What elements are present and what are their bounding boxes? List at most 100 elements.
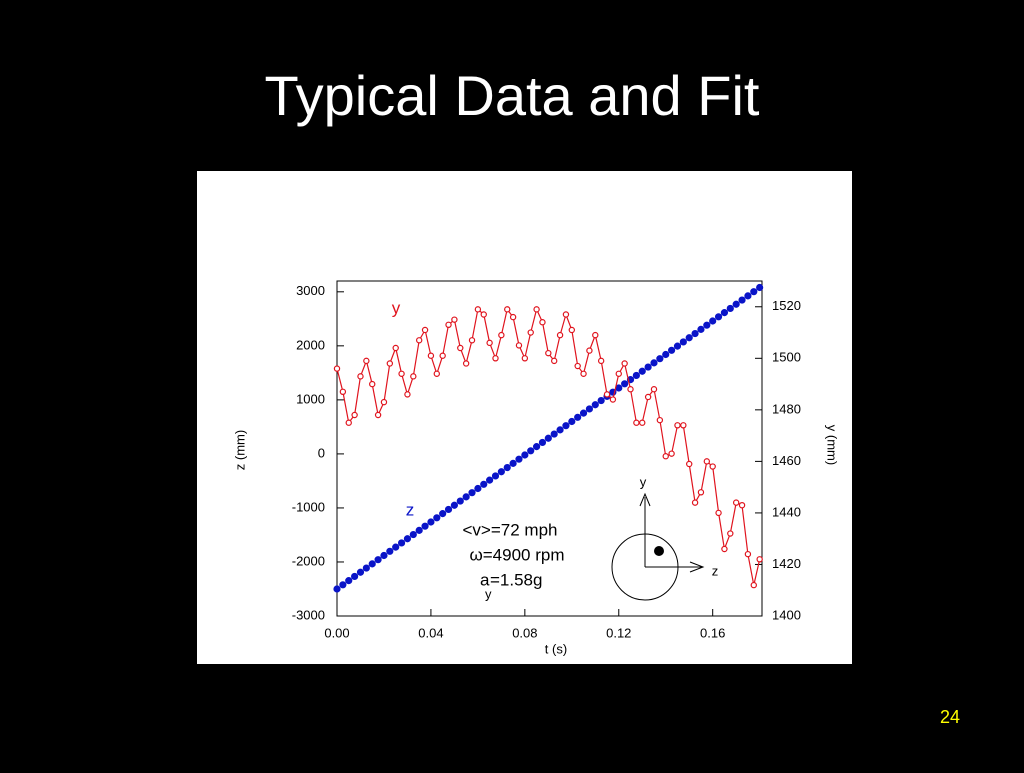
data-point <box>703 321 711 329</box>
data-point <box>480 480 488 488</box>
data-point <box>621 380 629 388</box>
data-point <box>527 447 535 455</box>
data-point <box>539 319 546 326</box>
data-point <box>738 296 746 304</box>
data-point <box>404 391 411 398</box>
data-point <box>574 362 581 370</box>
data-point <box>732 499 740 506</box>
data-point <box>750 288 758 296</box>
data-point <box>433 514 441 522</box>
annotation: =1.58g <box>490 570 542 589</box>
y2-tick-label: 1480 <box>772 401 801 416</box>
x-tick-label: 0.16 <box>700 625 725 640</box>
data-point <box>462 360 470 367</box>
series-label: y <box>392 298 401 317</box>
data-point <box>750 581 757 589</box>
y-tick-label: -2000 <box>292 553 325 568</box>
data-point <box>738 501 746 509</box>
data-point <box>568 326 576 334</box>
y2-tick-label: 1420 <box>772 556 801 571</box>
data-point <box>533 306 540 313</box>
data-point <box>685 334 693 342</box>
data-point <box>674 422 681 429</box>
data-point <box>556 426 564 434</box>
data-point <box>691 499 699 506</box>
data-point <box>515 455 523 463</box>
data-point <box>339 581 347 589</box>
y2-axis-label: y (mm) <box>825 425 840 465</box>
data-point <box>451 316 458 323</box>
data-point <box>392 543 400 551</box>
data-point <box>644 363 652 371</box>
data-point <box>445 321 452 329</box>
y2-tick-label: 1500 <box>772 350 801 365</box>
data-point <box>732 300 740 308</box>
data-point <box>527 329 534 336</box>
data-point <box>621 360 628 367</box>
data-point <box>380 398 388 406</box>
data-point <box>356 568 365 576</box>
data-point <box>562 422 570 430</box>
data-point <box>509 459 517 467</box>
data-point <box>456 497 464 505</box>
data-point <box>633 419 640 426</box>
data-point <box>650 386 658 393</box>
data-point <box>491 472 500 480</box>
inset-label: y <box>640 474 647 489</box>
annotation-subscript: y <box>485 586 492 601</box>
data-point <box>538 438 547 447</box>
data-point <box>498 331 505 339</box>
data-point <box>709 463 716 470</box>
inset-diagram: y z <box>611 474 718 601</box>
data-point <box>609 396 617 403</box>
data-point <box>727 530 734 537</box>
data-point <box>351 411 358 419</box>
y2-tick-label: 1440 <box>772 504 801 519</box>
x-tick-label: 0.00 <box>324 625 349 640</box>
data-point <box>662 350 670 359</box>
annotation: <v>=72 mph <box>463 520 558 539</box>
annotation: ω=4900 rpm <box>469 545 564 564</box>
data-point <box>397 539 406 547</box>
data-point <box>556 331 564 339</box>
data-point <box>392 344 399 352</box>
data-point <box>650 359 658 367</box>
data-point <box>644 393 652 401</box>
plot-frame <box>336 280 763 617</box>
annotation-symbol: a <box>480 570 490 589</box>
data-point <box>615 384 623 392</box>
data-point <box>363 357 370 365</box>
data-point <box>509 313 517 321</box>
data-point <box>703 458 711 465</box>
data-point <box>497 468 505 476</box>
arrowhead <box>639 492 651 507</box>
slide-title: Typical Data and Fit <box>265 64 760 127</box>
data-point <box>603 391 611 398</box>
x-tick-label: 0.04 <box>418 625 443 640</box>
chart-panel <box>197 171 852 664</box>
y-tick-label: 2000 <box>296 337 325 352</box>
data-point <box>686 460 693 468</box>
data-point <box>586 347 593 354</box>
data-point <box>667 346 676 354</box>
data-point <box>591 401 599 409</box>
data-point <box>697 489 705 496</box>
data-point <box>339 388 347 396</box>
y-tick-label: 3000 <box>296 283 325 298</box>
data-point <box>521 451 529 459</box>
x-axis-label: t (s) <box>545 641 567 656</box>
data-point <box>515 342 523 349</box>
data-point <box>351 572 359 581</box>
data-point <box>403 535 412 543</box>
data-point <box>574 413 582 421</box>
data-point <box>409 530 417 539</box>
data-point <box>662 453 669 460</box>
data-point <box>427 518 435 526</box>
data-point <box>357 373 364 380</box>
data-point <box>715 509 722 517</box>
data-point <box>709 317 717 325</box>
data-point <box>720 309 729 317</box>
data-point <box>468 337 476 344</box>
